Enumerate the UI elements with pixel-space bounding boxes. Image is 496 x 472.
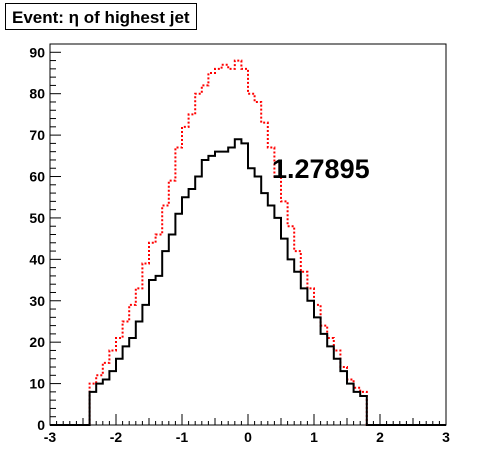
plot-frame [49, 43, 447, 426]
y-tick-label: 50 [29, 210, 45, 226]
y-tick-label: 20 [29, 334, 45, 350]
histogram-series-solid-black [50, 138, 446, 426]
x-tick-label: -1 [176, 429, 189, 445]
y-tick-label: 60 [29, 169, 45, 185]
x-tick-label: -2 [110, 429, 123, 445]
x-tick-label: -3 [44, 429, 57, 445]
y-tick-label: 70 [29, 127, 45, 143]
histogram-series-dotted-red [50, 59, 446, 426]
y-tick-label: 80 [29, 86, 45, 102]
chart-title: Event: η of highest jet [5, 3, 197, 30]
y-axis: 0 10 20 30 40 50 60 70 80 90 [29, 43, 61, 433]
annotation-value: 1.27895 [272, 154, 370, 184]
y-tick-label: 30 [29, 293, 45, 309]
series-layer [50, 59, 446, 426]
y-tick-label: 90 [29, 44, 45, 60]
x-tick-label: 2 [376, 429, 384, 445]
y-tick-label: 0 [37, 417, 45, 433]
x-tick-label: 0 [244, 429, 252, 445]
y-tick-label: 40 [29, 251, 45, 267]
x-axis: -3 -2 -1 0 1 2 3 [44, 414, 450, 445]
x-tick-label: 3 [442, 429, 450, 445]
y-tick-label: 10 [29, 376, 45, 392]
x-tick-label: 1 [310, 429, 318, 445]
